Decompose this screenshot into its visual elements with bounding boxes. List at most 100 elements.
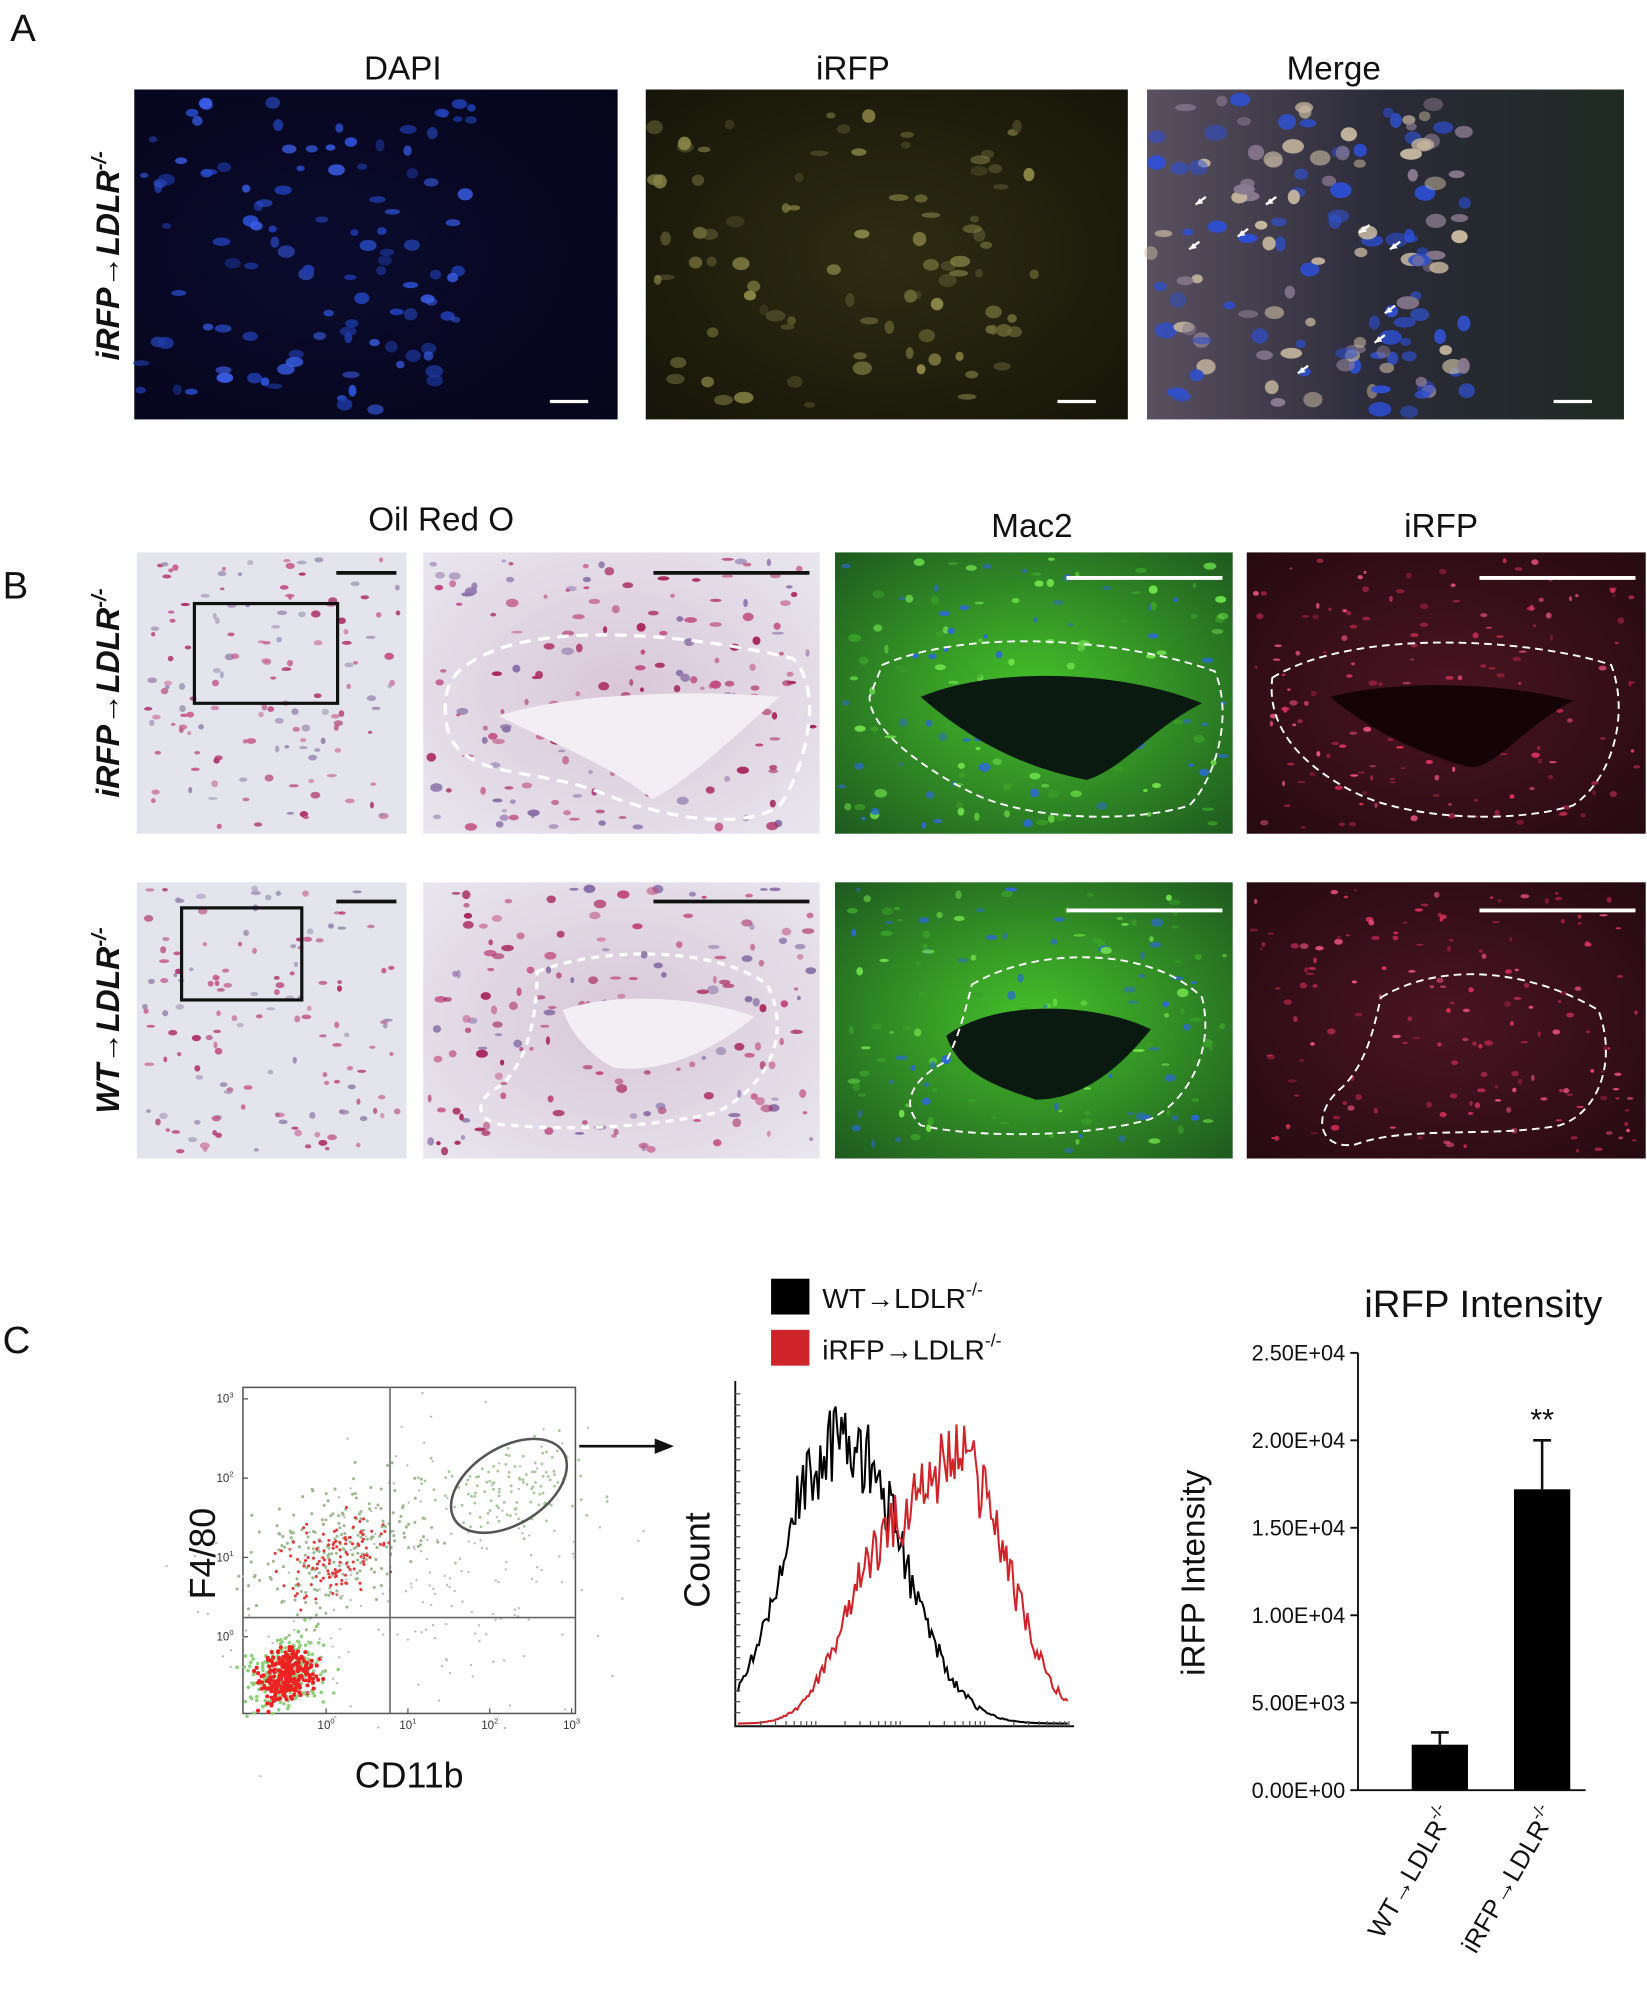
event [327,1543,331,1547]
histogram-axes [734,1380,1075,1728]
event [474,1632,477,1635]
cell [862,109,876,123]
cell [983,634,988,639]
event [497,1580,500,1584]
label: 100 [318,1716,335,1731]
event [492,1481,496,1485]
cell [601,948,610,952]
lumen [1329,685,1573,768]
event [529,1500,533,1504]
cell [1256,613,1264,620]
cell [1349,624,1358,629]
event [404,1590,408,1593]
event [509,1514,512,1517]
cell [1068,623,1074,627]
cell [1081,1118,1093,1125]
label: 103 [217,1390,234,1405]
event [365,1535,368,1538]
event [206,1612,210,1616]
event [278,1532,282,1536]
cell [1358,771,1365,774]
event [303,1618,307,1622]
cell [1415,376,1427,387]
cell [593,899,607,909]
cell [284,745,290,749]
cell [706,327,719,338]
event [321,1643,326,1648]
cell [1426,1101,1433,1108]
cell [198,724,204,730]
cell [913,558,925,566]
cell [699,686,705,691]
event [560,1581,563,1584]
event [497,1462,501,1465]
cell [934,664,946,671]
event [278,1642,283,1646]
event [548,1478,552,1482]
event [403,1535,407,1539]
event [379,1532,383,1536]
event [274,1697,279,1702]
cell [915,961,921,965]
cell [734,1042,745,1051]
event [299,1608,303,1612]
cell [1504,969,1512,974]
cell [1425,213,1447,229]
cell [463,902,470,908]
cell [448,1050,457,1058]
cell [676,1067,681,1071]
cell [755,1096,765,1106]
cell [744,995,753,1003]
cell [1616,974,1624,978]
cell [1439,345,1452,356]
cell [796,995,801,1001]
cell [371,706,381,710]
event [295,1592,299,1596]
cell [743,562,752,567]
cell [947,562,959,566]
cell [692,226,707,239]
event [304,1594,308,1598]
event [448,1577,452,1580]
cell [1247,144,1265,161]
cell [547,1095,554,1103]
cell [1118,619,1129,623]
cell [253,1148,259,1152]
lumen [562,998,755,1069]
event [349,1573,353,1577]
cell [1532,624,1537,628]
cell [195,893,207,899]
cell [1309,771,1316,777]
event [249,1653,254,1658]
cell [151,632,156,637]
event [283,1650,288,1655]
cell [1474,1102,1481,1109]
event [271,1655,276,1660]
event [310,1512,314,1516]
event [368,1507,372,1511]
cell [765,309,786,322]
event [188,1590,191,1594]
event [479,1525,483,1529]
cell [985,934,998,940]
cell [806,912,814,919]
cell [895,1055,908,1061]
cell [284,593,295,598]
cell [1091,965,1100,973]
event [308,1531,311,1534]
cell [214,1047,223,1055]
cell [1346,610,1352,616]
cell [899,668,910,673]
cell [1154,322,1178,339]
event [553,1529,556,1532]
event [297,1685,303,1690]
event [399,1514,403,1518]
y-axis-label: F4/80 [183,1508,223,1600]
event [383,1524,388,1529]
cell [180,713,189,717]
event [344,1573,348,1577]
event [291,1531,295,1535]
cell [1029,269,1039,280]
cell [173,951,182,956]
cell [622,582,634,589]
